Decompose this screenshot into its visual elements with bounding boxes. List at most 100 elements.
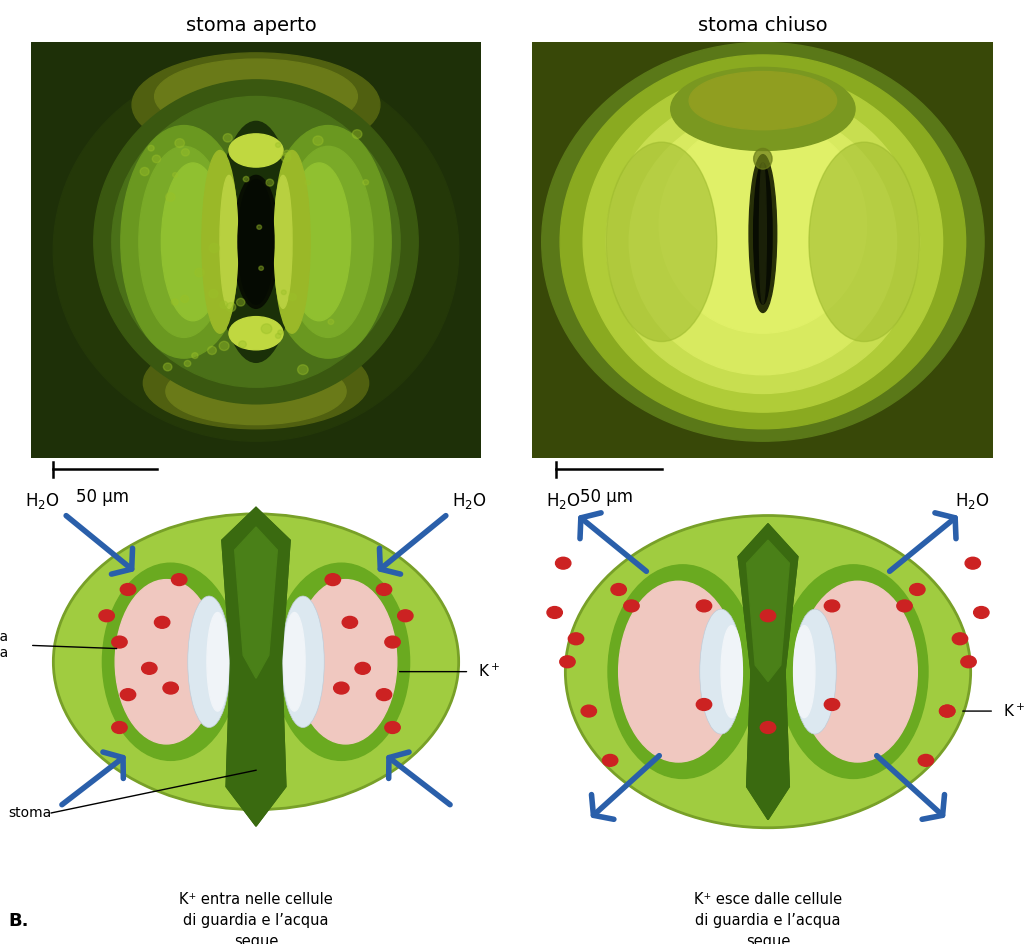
Ellipse shape xyxy=(102,564,239,760)
Text: stoma chiuso: stoma chiuso xyxy=(698,16,827,36)
Text: B.: B. xyxy=(8,912,29,930)
Circle shape xyxy=(275,333,281,338)
Text: 50 μm: 50 μm xyxy=(580,488,633,506)
Ellipse shape xyxy=(778,565,928,779)
Circle shape xyxy=(141,663,157,674)
Circle shape xyxy=(184,361,190,366)
Circle shape xyxy=(173,173,177,177)
Circle shape xyxy=(326,574,340,585)
Polygon shape xyxy=(746,671,790,819)
Circle shape xyxy=(282,290,287,295)
Ellipse shape xyxy=(721,626,742,717)
Ellipse shape xyxy=(754,148,772,169)
Circle shape xyxy=(155,616,170,629)
Circle shape xyxy=(974,607,989,618)
Circle shape xyxy=(220,301,227,309)
Circle shape xyxy=(219,342,229,350)
Circle shape xyxy=(952,632,968,645)
Polygon shape xyxy=(738,524,798,695)
Ellipse shape xyxy=(139,146,229,337)
Ellipse shape xyxy=(121,126,247,358)
Ellipse shape xyxy=(565,515,971,828)
Circle shape xyxy=(209,244,219,253)
Ellipse shape xyxy=(233,176,279,309)
Circle shape xyxy=(909,583,925,596)
Circle shape xyxy=(602,754,617,767)
Circle shape xyxy=(897,600,912,612)
Ellipse shape xyxy=(115,580,217,744)
Ellipse shape xyxy=(284,613,305,711)
Ellipse shape xyxy=(760,163,766,304)
Circle shape xyxy=(289,294,297,301)
Circle shape xyxy=(112,636,127,648)
Circle shape xyxy=(760,721,776,733)
Ellipse shape xyxy=(166,358,346,425)
Ellipse shape xyxy=(220,176,238,309)
Circle shape xyxy=(305,180,310,185)
Ellipse shape xyxy=(94,80,418,404)
Circle shape xyxy=(342,616,357,629)
Circle shape xyxy=(164,363,172,371)
Ellipse shape xyxy=(215,122,297,362)
Polygon shape xyxy=(738,524,798,695)
Circle shape xyxy=(163,683,178,694)
Ellipse shape xyxy=(288,163,350,321)
Circle shape xyxy=(257,225,261,229)
Circle shape xyxy=(760,610,776,622)
Circle shape xyxy=(397,610,413,622)
Text: K$^+$: K$^+$ xyxy=(1002,702,1024,719)
Text: H$_2$O: H$_2$O xyxy=(955,491,990,511)
Circle shape xyxy=(547,607,562,618)
Circle shape xyxy=(209,290,218,298)
Circle shape xyxy=(175,139,184,147)
Circle shape xyxy=(112,721,127,733)
Ellipse shape xyxy=(794,609,837,734)
Circle shape xyxy=(140,167,150,176)
Circle shape xyxy=(582,705,596,717)
Ellipse shape xyxy=(750,155,776,312)
Ellipse shape xyxy=(794,626,815,717)
Ellipse shape xyxy=(689,72,837,129)
Polygon shape xyxy=(226,662,286,826)
Circle shape xyxy=(377,583,392,596)
Circle shape xyxy=(259,266,263,270)
Circle shape xyxy=(195,268,204,277)
Circle shape xyxy=(226,303,236,312)
Circle shape xyxy=(385,721,400,733)
Circle shape xyxy=(385,636,400,648)
Text: cellula
di guardia: cellula di guardia xyxy=(0,631,8,661)
Circle shape xyxy=(940,705,954,717)
Ellipse shape xyxy=(273,564,410,760)
Circle shape xyxy=(223,134,232,142)
Ellipse shape xyxy=(671,67,855,150)
Polygon shape xyxy=(746,540,790,682)
Circle shape xyxy=(611,583,627,596)
Ellipse shape xyxy=(53,514,459,810)
Polygon shape xyxy=(234,527,278,678)
Circle shape xyxy=(191,353,198,359)
Ellipse shape xyxy=(202,150,238,333)
Polygon shape xyxy=(746,671,790,819)
Ellipse shape xyxy=(283,146,373,337)
Ellipse shape xyxy=(618,582,738,762)
Circle shape xyxy=(313,136,323,145)
Ellipse shape xyxy=(132,53,380,157)
Ellipse shape xyxy=(207,613,228,711)
Circle shape xyxy=(355,663,371,674)
Circle shape xyxy=(282,153,291,162)
Ellipse shape xyxy=(229,134,283,167)
Polygon shape xyxy=(234,527,278,678)
Text: 50 μm: 50 μm xyxy=(77,488,129,506)
Circle shape xyxy=(171,299,178,305)
Circle shape xyxy=(940,705,954,717)
Circle shape xyxy=(696,699,712,711)
Circle shape xyxy=(278,330,283,334)
Circle shape xyxy=(560,656,575,667)
Circle shape xyxy=(352,129,361,139)
Circle shape xyxy=(275,143,281,147)
Text: H$_2$O: H$_2$O xyxy=(546,491,581,511)
Circle shape xyxy=(919,754,934,767)
Ellipse shape xyxy=(162,163,224,321)
Ellipse shape xyxy=(238,179,274,304)
Circle shape xyxy=(377,689,392,700)
